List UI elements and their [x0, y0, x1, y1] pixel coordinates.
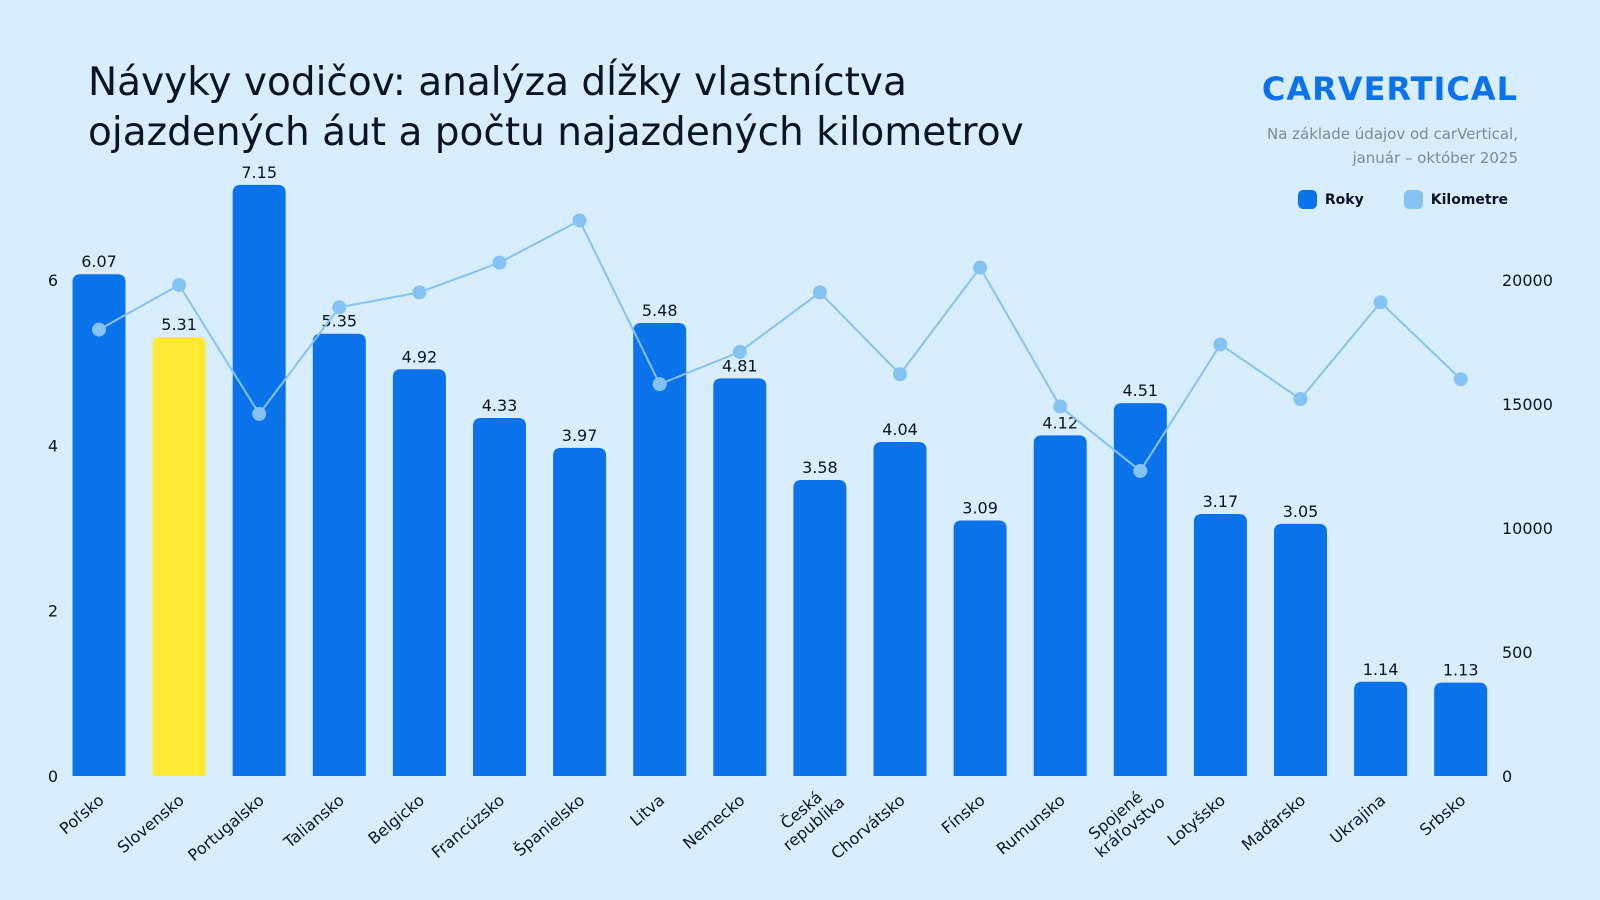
x-tick-label: Lotyšsko [1164, 791, 1229, 850]
y-tick-label: 0 [48, 767, 58, 786]
value-label: 1.13 [1443, 661, 1479, 680]
value-label: 4.04 [882, 420, 918, 439]
x-tick-label: Francúzsko [428, 791, 508, 863]
bar [1354, 681, 1408, 776]
bar [633, 322, 687, 776]
x-tick-label: Rumunsko [993, 791, 1069, 859]
x-tick-label: Španielsko [510, 791, 588, 861]
y-tick-label: 6 [48, 271, 58, 290]
chart-title: Návyky vodičov: analýza dĺžky vlastníctv… [88, 60, 1024, 155]
value-label: 5.35 [321, 312, 357, 331]
value-label: 4.33 [482, 396, 518, 415]
line-marker [1053, 399, 1068, 414]
y2-tick-label: 20000 [1502, 271, 1553, 290]
value-label: 3.97 [562, 426, 598, 445]
x-tick-label: Ukrajina [1326, 791, 1389, 848]
value-label: 3.58 [802, 458, 838, 477]
value-label: 5.48 [642, 301, 678, 320]
line-marker [252, 406, 267, 421]
x-tick-label: Nemecko [679, 791, 748, 853]
y2-tick-label: 15000 [1502, 395, 1553, 414]
y2-tick-label: 0 [1502, 767, 1512, 786]
value-label: 4.92 [402, 347, 438, 366]
line-marker [732, 344, 747, 359]
bar [72, 274, 126, 776]
value-label: 3.17 [1203, 492, 1239, 511]
source-note: Na základe údajov od carVertical, január… [1266, 125, 1518, 167]
bar [1033, 435, 1087, 776]
bar [1193, 513, 1247, 776]
line-marker [1453, 372, 1468, 387]
line-marker [812, 285, 827, 300]
line-marker [412, 285, 427, 300]
legend-swatch [1403, 190, 1423, 209]
x-tick-label: Belgicko [364, 791, 428, 849]
value-label: 5.31 [161, 315, 197, 334]
x-tick-label: Maďarsko [1238, 791, 1309, 855]
line-marker [1293, 392, 1308, 407]
bar [232, 184, 286, 776]
bar [312, 333, 366, 776]
y2-tick-label: 10000 [1502, 519, 1553, 538]
x-tick-label: Litva [626, 791, 668, 831]
line-marker [893, 367, 907, 382]
y-tick-label: 4 [48, 436, 58, 455]
line-marker [492, 255, 507, 270]
line-marker [572, 213, 587, 228]
line-marker [172, 277, 187, 292]
x-tick-label: Taliansko [279, 791, 348, 853]
value-label: 7.15 [241, 163, 277, 182]
y-tick-label: 2 [48, 602, 58, 621]
line [98, 219, 1462, 473]
x-tick-label: Slovensko [114, 791, 188, 857]
bar [953, 520, 1007, 776]
y2-tick-label: 500 [1502, 643, 1533, 662]
line-marker [1213, 337, 1228, 352]
legend-label: Kilometre [1430, 191, 1508, 208]
value-label: 4.12 [1042, 413, 1078, 432]
value-label: 4.81 [722, 356, 758, 375]
x-tick-label: Fínsko [938, 791, 989, 838]
line-marker [332, 300, 347, 315]
bar [713, 378, 767, 776]
line-marker [1133, 463, 1148, 478]
legend-item: Kilometre [1403, 190, 1508, 209]
bar [553, 447, 607, 776]
line-marker [652, 377, 667, 392]
bar [392, 369, 446, 776]
value-label: 6.07 [81, 252, 117, 271]
value-label: 3.05 [1283, 502, 1319, 521]
line-marker [1373, 295, 1388, 310]
x-tick-label: Srbsko [1416, 791, 1469, 840]
legend-item: Roky [1297, 190, 1364, 209]
value-label: 1.14 [1363, 660, 1399, 679]
bar [793, 480, 847, 776]
line-marker [92, 322, 106, 337]
bar [873, 442, 927, 776]
legend-swatch [1297, 190, 1317, 209]
bar [152, 337, 206, 776]
bar [1434, 682, 1488, 776]
bar [1274, 523, 1327, 776]
value-label: 4.51 [1122, 381, 1158, 400]
legend-label: Roky [1324, 191, 1364, 208]
x-tick-label: Poľsko [56, 791, 108, 839]
bar [473, 418, 526, 776]
line-marker [973, 260, 988, 275]
bar [1113, 403, 1167, 776]
logo: CARVERTICAL [1261, 70, 1518, 108]
value-label: 3.09 [962, 499, 998, 518]
legend: Roky Kilometre [1297, 190, 1508, 209]
x-tick-label: Spojenékráľovstvo [1080, 778, 1169, 861]
x-tick-label: Portugalsko [184, 791, 268, 865]
